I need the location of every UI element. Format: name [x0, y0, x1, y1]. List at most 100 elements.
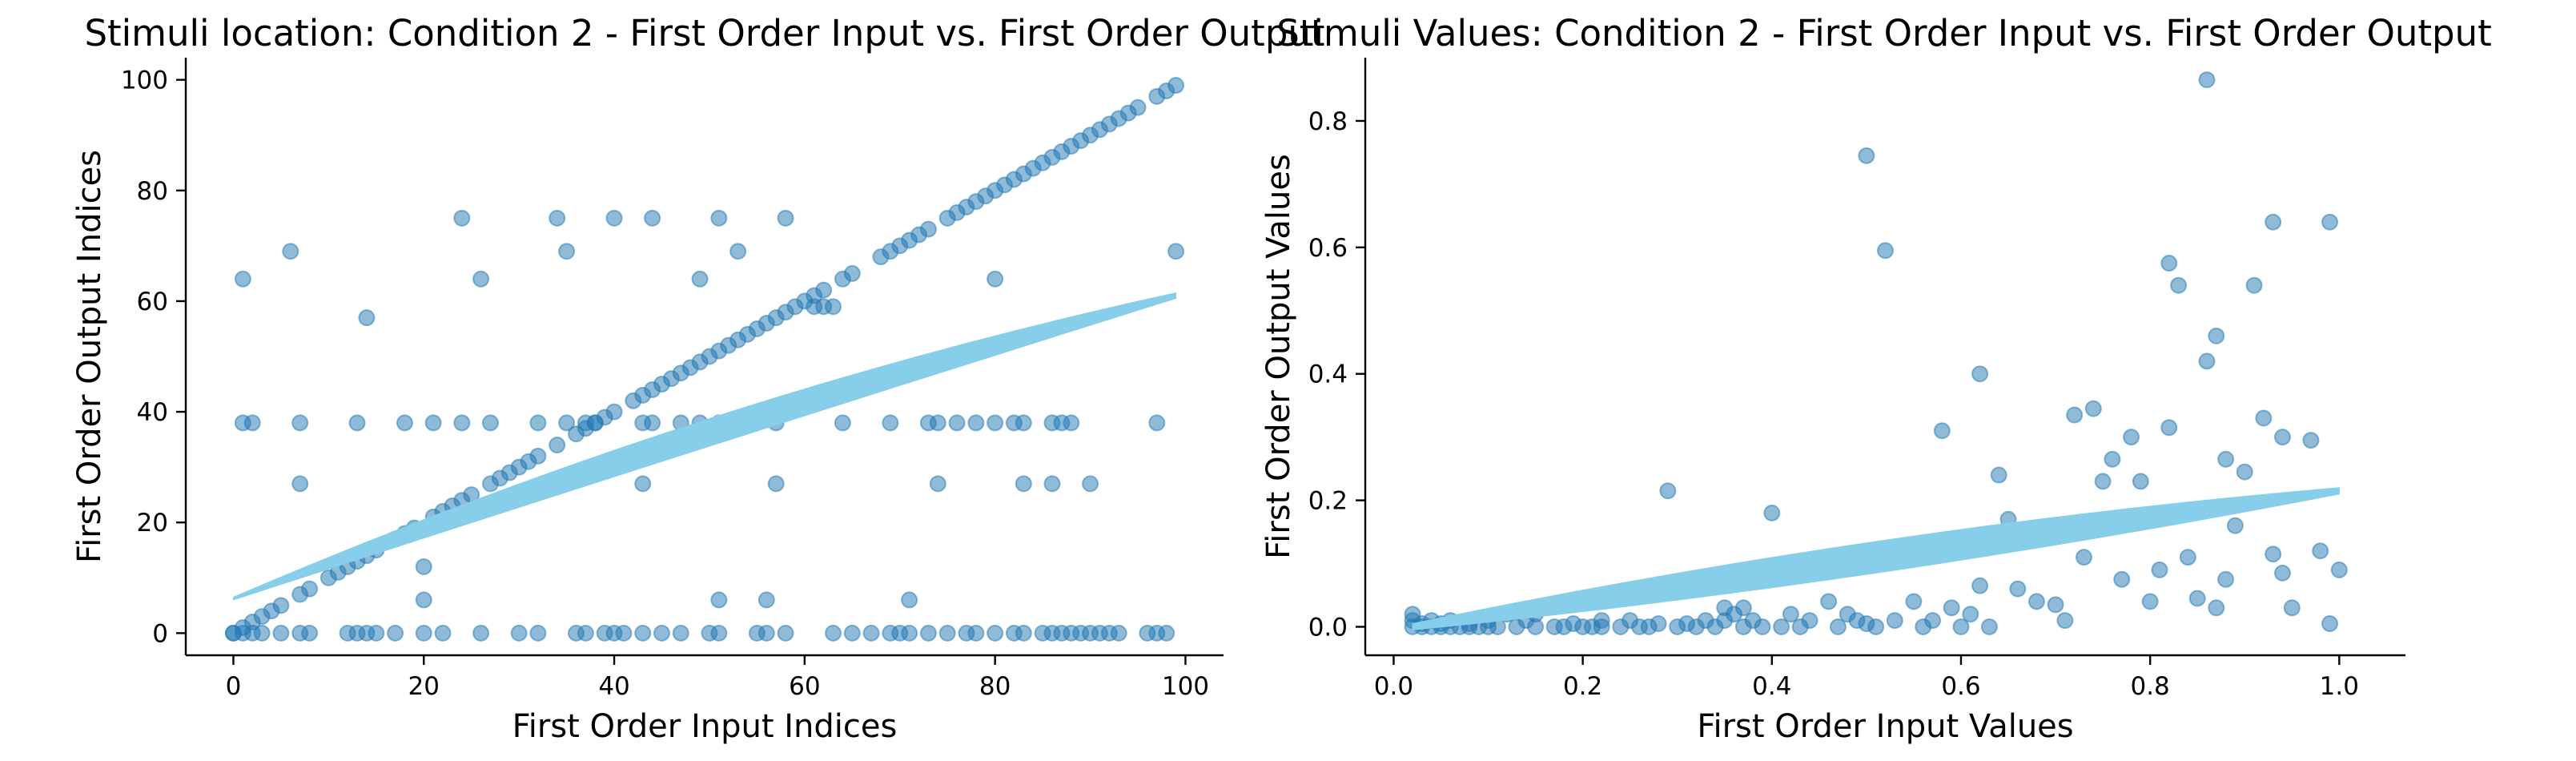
- data-point: [710, 209, 728, 227]
- data-point: [862, 624, 880, 642]
- data-point: [672, 624, 689, 642]
- data-point: [1829, 618, 1847, 635]
- data-point: [2321, 615, 2339, 633]
- data-point: [1858, 147, 1875, 164]
- data-point: [605, 403, 623, 421]
- data-point: [2113, 570, 2131, 588]
- data-point: [2188, 590, 2206, 607]
- data-point: [1593, 612, 1610, 630]
- y-axis-label: First Order Output Indices: [71, 150, 108, 563]
- data-point: [549, 209, 566, 227]
- data-point: [2198, 352, 2216, 370]
- data-point: [1820, 593, 1838, 610]
- data-point: [2265, 213, 2282, 231]
- data-point: [234, 270, 251, 288]
- data-point: [919, 220, 937, 238]
- data-point: [929, 475, 946, 493]
- data-point: [301, 624, 319, 642]
- data-point: [1158, 624, 1175, 642]
- data-point: [2151, 561, 2168, 578]
- data-point: [2075, 549, 2092, 566]
- data-point: [2094, 473, 2112, 490]
- data-point: [938, 624, 956, 642]
- data-point: [644, 209, 661, 227]
- data-point: [605, 209, 623, 227]
- regression-band: [1412, 487, 2340, 630]
- data-point: [1763, 504, 1781, 521]
- data-point: [919, 624, 937, 642]
- data-point: [1043, 475, 1061, 493]
- data-point: [2141, 593, 2159, 610]
- data-point: [777, 624, 794, 642]
- x-tick-label: 100: [1162, 672, 1209, 701]
- x-tick-label: 20: [408, 672, 440, 701]
- data-point: [2273, 429, 2291, 446]
- data-point: [1015, 475, 1032, 493]
- data-point: [368, 624, 385, 642]
- y-tick-label: 100: [121, 66, 168, 95]
- data-point: [2255, 409, 2273, 427]
- data-point: [634, 475, 652, 493]
- x-tick-label: 40: [598, 672, 629, 701]
- data-point: [1754, 618, 1771, 635]
- x-tick-label: 80: [979, 672, 1011, 701]
- data-point: [348, 414, 366, 432]
- data-point: [2208, 327, 2225, 344]
- data-point: [1734, 599, 1752, 617]
- data-point: [272, 624, 290, 642]
- data-point: [2283, 599, 2301, 617]
- data-point: [2226, 517, 2244, 534]
- data-point: [549, 437, 566, 454]
- data-point: [2312, 542, 2329, 560]
- data-point: [1110, 624, 1127, 642]
- x-tick-label: 0.6: [1941, 672, 1980, 701]
- data-point: [2236, 463, 2253, 481]
- data-point: [2160, 255, 2178, 272]
- data-point: [301, 580, 319, 598]
- x-axis-label: First Order Input Values: [1697, 708, 2073, 745]
- y-tick-label: 20: [137, 509, 168, 538]
- chart-right-stimuli-values: Stimuli Values: Condition 2 - First Orde…: [1260, 12, 2492, 745]
- data-point: [929, 414, 946, 432]
- data-point: [1167, 77, 1185, 95]
- data-point: [577, 624, 594, 642]
- x-tick-label: 0: [226, 672, 242, 701]
- data-point: [358, 309, 376, 327]
- data-point: [453, 209, 471, 227]
- data-point: [2132, 473, 2149, 490]
- data-point: [901, 591, 918, 609]
- data-point: [2104, 450, 2121, 468]
- data-point: [710, 591, 728, 609]
- data-point: [615, 624, 633, 642]
- y-axis-label: First Order Output Values: [1260, 154, 1297, 559]
- data-point: [2009, 580, 2027, 598]
- data-point: [472, 624, 490, 642]
- data-point: [710, 624, 728, 642]
- data-point: [1773, 618, 1790, 635]
- y-tick-label: 80: [137, 177, 168, 206]
- data-point: [901, 624, 918, 642]
- data-point: [2245, 276, 2263, 294]
- x-tick-label: 60: [789, 672, 820, 701]
- data-point: [987, 624, 1004, 642]
- data-point: [1952, 618, 1970, 635]
- data-point: [691, 270, 709, 288]
- data-point: [634, 624, 652, 642]
- data-point: [529, 447, 547, 465]
- data-point: [1990, 466, 2007, 484]
- data-point: [825, 298, 842, 316]
- data-point: [2198, 71, 2216, 89]
- y-tick-label: 0.8: [1308, 107, 1348, 136]
- data-point: [967, 414, 985, 432]
- data-point: [2056, 612, 2074, 630]
- data-point: [2027, 593, 2045, 610]
- x-tick-label: 0.0: [1374, 672, 1413, 701]
- data-point: [415, 591, 432, 609]
- data-point: [291, 475, 309, 493]
- data-point: [510, 624, 528, 642]
- data-point: [2330, 561, 2348, 578]
- data-point: [424, 414, 442, 432]
- data-point: [2066, 406, 2084, 424]
- chart-title: Stimuli location: Condition 2 - First Or…: [84, 12, 1324, 54]
- data-point: [2217, 450, 2235, 468]
